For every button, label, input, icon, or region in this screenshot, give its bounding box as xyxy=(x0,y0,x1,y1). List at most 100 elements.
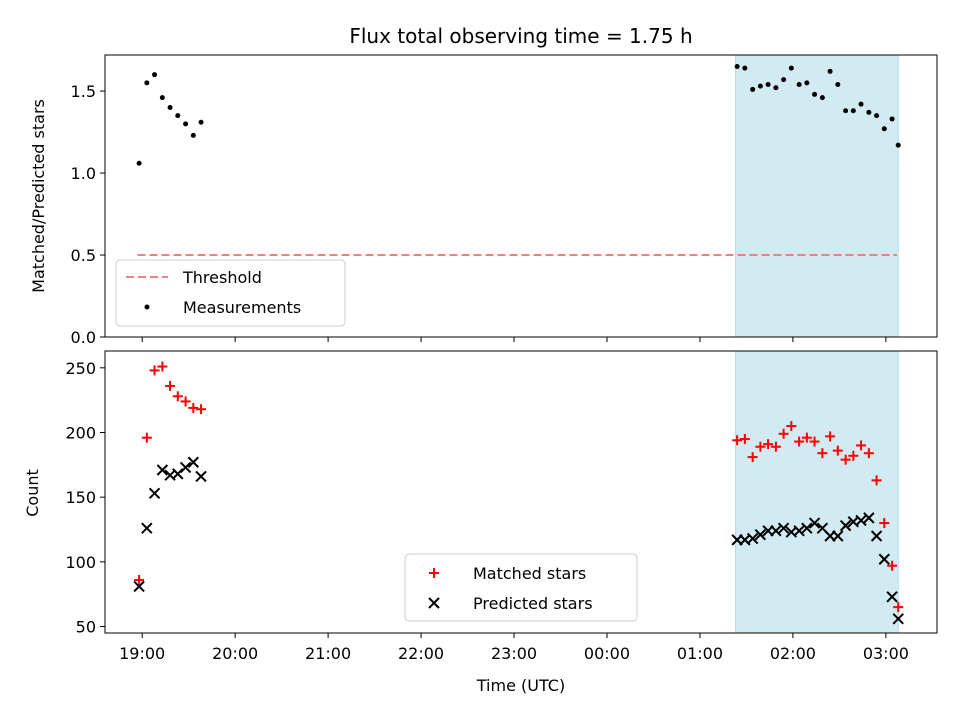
predicted-star-point xyxy=(195,470,207,483)
top-y-tick-label: 0.5 xyxy=(71,246,96,265)
matched-star-point xyxy=(141,432,152,443)
predicted-star-point xyxy=(863,512,875,524)
predicted-star-point xyxy=(746,532,759,545)
measurement-point xyxy=(850,108,856,114)
top-y-tick-label: 0.0 xyxy=(71,328,96,347)
legend-predicted-marker xyxy=(428,597,440,609)
matched-star-point xyxy=(863,448,874,459)
legend-threshold-label: Threshold xyxy=(182,268,262,287)
measurement-point xyxy=(190,132,196,138)
matched-star-point xyxy=(196,404,207,415)
matched-star-point xyxy=(172,391,183,402)
measurement-point xyxy=(874,113,880,119)
top-y-axis-label: Matched/Predicted stars xyxy=(29,99,48,293)
predicted-star-point xyxy=(156,464,169,476)
predicted-star-point xyxy=(892,613,904,625)
measurement-point xyxy=(159,95,165,101)
measurement-point xyxy=(796,82,802,88)
measurement-point xyxy=(175,113,181,119)
matched-star-point xyxy=(747,452,758,463)
predicted-star-point xyxy=(855,514,867,527)
predicted-star-point xyxy=(793,525,805,537)
matched-star-point xyxy=(188,402,199,413)
matched-star-point xyxy=(739,433,750,444)
measurement-point xyxy=(757,83,763,89)
predicted-star-point xyxy=(141,522,153,534)
bot-y-tick-label: 50 xyxy=(76,618,96,637)
measurement-point xyxy=(819,95,825,101)
matched-star-point xyxy=(840,454,851,465)
matched-star-point xyxy=(809,436,820,447)
predicted-star-point xyxy=(832,530,844,542)
measurement-point xyxy=(183,121,189,127)
x-tick-label: 21:00 xyxy=(305,644,351,663)
measurement-point xyxy=(858,101,864,107)
measurement-point xyxy=(843,108,849,114)
bottom-legend-box xyxy=(404,553,638,622)
matched-star-point xyxy=(134,574,145,585)
measurement-point xyxy=(788,65,794,71)
matched-star-point xyxy=(848,450,859,461)
measurement-point xyxy=(812,91,818,97)
matched-star-point xyxy=(732,435,743,446)
bottom-plot-frame xyxy=(104,350,938,634)
top-legend: Threshold Measurements xyxy=(115,259,346,327)
predicted-star-point xyxy=(777,522,790,534)
top-legend-box xyxy=(115,259,346,327)
x-tick-label: 20:00 xyxy=(212,644,258,663)
predicted-star-point xyxy=(148,487,161,500)
measurement-point xyxy=(734,63,740,69)
x-axis-label: Time (UTC) xyxy=(476,676,565,695)
matched-star-point xyxy=(887,560,898,571)
x-tick-label: 19:00 xyxy=(119,644,165,663)
legend-matched-label: Matched stars xyxy=(473,564,586,583)
matched-star-point xyxy=(879,518,890,529)
legend-matched-marker xyxy=(429,568,439,578)
measurement-point xyxy=(136,160,142,166)
legend-measurements-marker xyxy=(144,304,150,310)
bottom-y-axis-label: Count xyxy=(23,469,42,517)
matched-star-point xyxy=(770,441,781,452)
x-tick-label: 01:00 xyxy=(677,644,723,663)
bot-shaded-region xyxy=(735,350,899,634)
matched-star-point xyxy=(755,441,766,452)
measurement-point xyxy=(144,80,150,86)
matched-star-point xyxy=(180,396,191,407)
top-shaded-region xyxy=(735,54,899,338)
matched-star-point xyxy=(871,475,882,486)
x-tick-label: 22:00 xyxy=(398,644,444,663)
top-y-tick-label: 1.5 xyxy=(71,82,96,101)
predicted-star-point xyxy=(133,580,145,593)
legend-measurements-label: Measurements xyxy=(183,298,301,317)
predicted-star-point xyxy=(870,530,883,542)
matched-star-point xyxy=(893,602,904,613)
predicted-star-point xyxy=(878,553,890,565)
measurement-point xyxy=(750,86,756,92)
matched-star-point xyxy=(832,445,843,456)
matched-star-point xyxy=(763,439,774,450)
measurement-point xyxy=(773,85,779,91)
matched-star-point xyxy=(801,432,812,443)
predicted-star-point xyxy=(839,519,852,532)
bottom-legend: Matched stars Predicted stars xyxy=(404,553,638,622)
measurement-point xyxy=(889,116,895,122)
measurement-point xyxy=(866,109,872,115)
x-tick-label: 00:00 xyxy=(584,644,630,663)
predicted-star-point xyxy=(187,456,200,468)
measurement-point xyxy=(167,104,173,110)
bot-y-tick-label: 150 xyxy=(65,488,96,507)
matched-star-point xyxy=(794,436,805,447)
legend-predicted-label: Predicted stars xyxy=(473,594,593,613)
predicted-star-point xyxy=(179,461,192,474)
bot-y-tick-label: 200 xyxy=(65,423,96,442)
bot-y-tick-label: 100 xyxy=(65,553,96,572)
measurement-point xyxy=(895,142,901,148)
matched-star-point xyxy=(149,365,160,376)
measurement-point xyxy=(198,119,204,125)
x-tick-label: 03:00 xyxy=(863,644,909,663)
matched-star-point xyxy=(778,428,789,439)
x-tick-label: 23:00 xyxy=(491,644,537,663)
predicted-star-point xyxy=(801,522,813,534)
measurement-point xyxy=(742,65,748,71)
measurement-point xyxy=(881,126,887,132)
